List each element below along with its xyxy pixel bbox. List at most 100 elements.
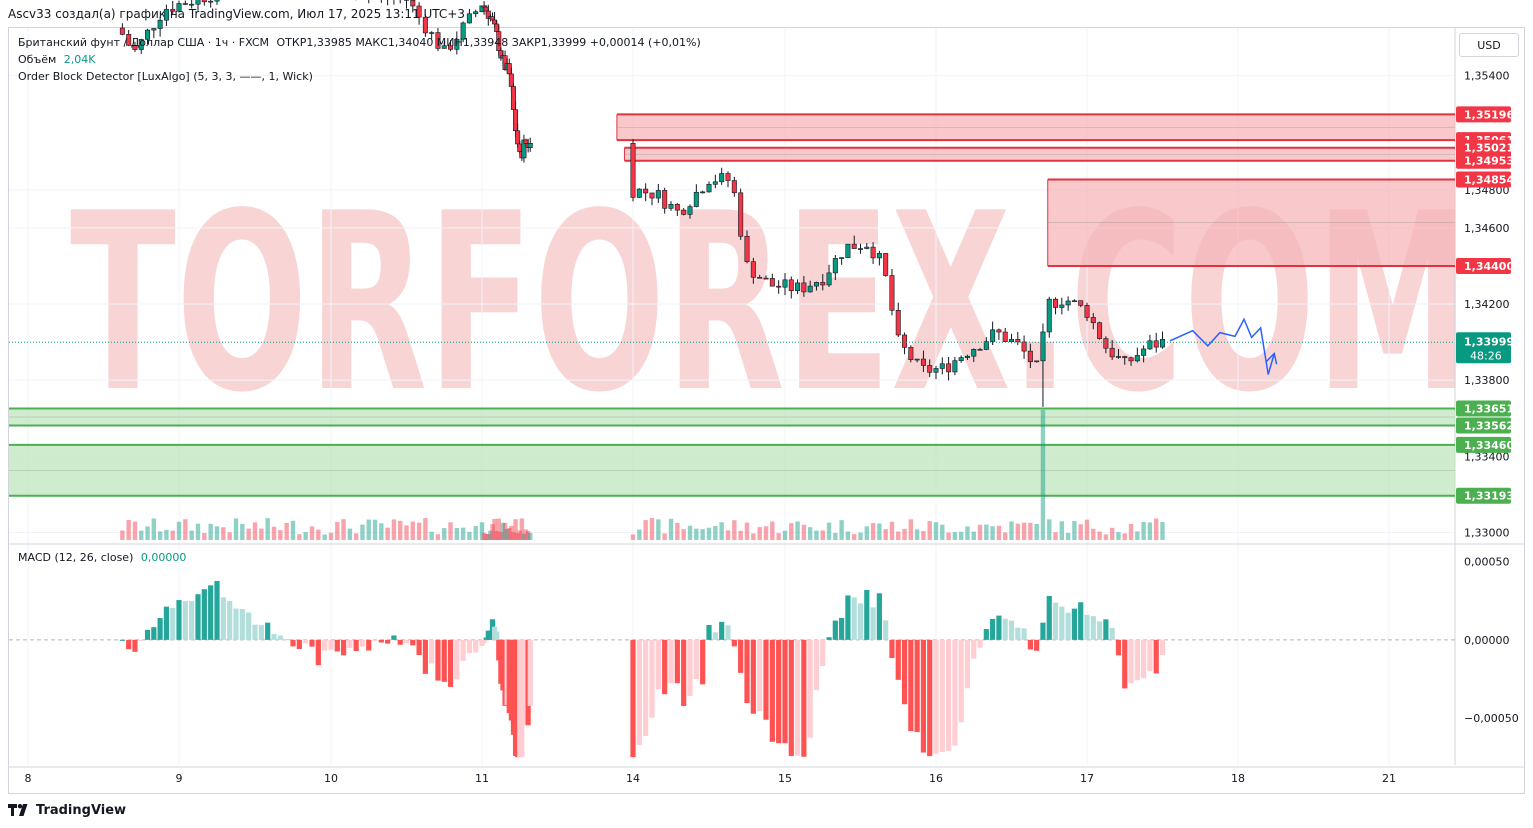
macd-bar (876, 593, 882, 640)
macd-bar (1002, 618, 1008, 640)
macd-bar (971, 639, 977, 659)
macd-bar (220, 597, 226, 640)
candle-body (668, 204, 674, 209)
volume-bar (170, 530, 175, 540)
candle-body (466, 13, 472, 24)
candle-body (801, 282, 807, 293)
macd-bar (151, 627, 157, 640)
chart-author-line: Ascv33 создал(a) график на TradingView.c… (8, 7, 465, 21)
volume-bar (694, 528, 699, 540)
macd-bar (1034, 639, 1040, 651)
order-block-price-label: 1,33651 (1464, 403, 1514, 416)
order-block-price-label: 1,33460 (1464, 439, 1514, 452)
chart-frame[interactable] (8, 27, 1525, 794)
candles (9, 0, 1455, 407)
volume-bar (227, 532, 232, 540)
volume-bar (958, 531, 964, 540)
price-axis[interactable]: 1,354001,348001,346001,342001,338001,334… (1456, 70, 1519, 725)
candle-body (845, 243, 851, 258)
volume-bar (662, 533, 667, 540)
volume-bar (515, 533, 520, 540)
volume-bar (927, 521, 932, 540)
candle-body (889, 275, 895, 311)
macd-bar (132, 639, 138, 652)
volume-bar (157, 531, 163, 540)
time-tick-label: 14 (626, 772, 640, 785)
macd-bar (429, 639, 435, 664)
macd-bar (296, 639, 302, 649)
volume-bar (404, 525, 409, 540)
macd-bar (933, 639, 939, 754)
volume-bar (637, 529, 642, 540)
volume-bar (1003, 532, 1008, 540)
macd-bar (397, 639, 403, 645)
macd-bar (662, 639, 668, 695)
volume-bar (656, 519, 661, 540)
order-block-price-label: 1,35196 (1464, 108, 1514, 121)
volume-bar (795, 521, 800, 540)
candle-body (422, 16, 428, 34)
volume-bar (687, 525, 693, 540)
forecast-path (1169, 317, 1278, 375)
macd-bar (719, 621, 725, 640)
macd-bar (277, 635, 283, 640)
candle-body (1115, 356, 1121, 358)
candle-body (1084, 305, 1090, 318)
candle-body (839, 257, 845, 259)
currency-button[interactable]: USD (1459, 33, 1519, 57)
macd-bar (801, 639, 807, 757)
volume-bar (1154, 518, 1159, 540)
macd-bar (832, 620, 838, 640)
candle-body (820, 282, 826, 286)
macd-bar (813, 639, 820, 690)
volume-bar (328, 532, 334, 540)
candle-body (189, 3, 195, 6)
volume-bar (509, 525, 514, 540)
volume-bar (416, 522, 422, 540)
symbol-name[interactable]: Британский фунт / Доллар США · 1ч · FXCM (18, 36, 270, 49)
macd-label[interactable]: MACD (12, 26, close) (18, 551, 134, 564)
volume-bar (757, 527, 762, 540)
price-tick-label: 1,34200 (1464, 298, 1510, 311)
volume-bar (502, 522, 508, 540)
volume-bar (347, 528, 353, 540)
volume-label[interactable]: Объём (18, 53, 57, 66)
macd-bar (807, 639, 813, 738)
volume-bar (366, 519, 371, 540)
volume-bar (921, 531, 926, 540)
volume-bar (649, 518, 655, 540)
candle-body (435, 32, 441, 49)
volume-bar (782, 530, 788, 540)
volume-bar (507, 528, 512, 540)
candle-body (719, 173, 725, 183)
candle-body (864, 246, 870, 249)
volume-bar (801, 524, 807, 540)
volume-bar (132, 521, 138, 540)
price-tick-label: 1,35400 (1464, 70, 1510, 83)
macd-bar (636, 639, 642, 746)
time-tick-label: 9 (176, 772, 183, 785)
volume-bar (429, 531, 434, 540)
volume-bar (852, 534, 857, 540)
order-block-price-tag (1456, 257, 1511, 274)
volume-bar (145, 526, 150, 540)
candle-body (1046, 298, 1052, 333)
indicator-legend[interactable]: Order Block Detector [LuxAlgo] (5, 3, 3,… (18, 70, 313, 83)
countdown-label: 48:26 (1470, 349, 1502, 362)
volume-bar (316, 529, 321, 540)
time-axis[interactable]: 8 9 10 11 14 15 16 17 18 21 (25, 772, 1397, 785)
macd-bar (883, 620, 889, 640)
volume-bar (483, 533, 489, 540)
forecast-line (1169, 317, 1275, 375)
candle-body (176, 3, 182, 12)
candle-body (706, 183, 712, 193)
volume-bar (1065, 532, 1071, 540)
order-block-price-label: 1,33193 (1464, 490, 1514, 503)
volume-bar (467, 531, 472, 540)
volume-bar (290, 520, 296, 540)
footer-brand[interactable]: TradingView (8, 800, 126, 820)
tradingview-logo-icon (8, 804, 28, 816)
time-tick-label: 17 (1080, 772, 1094, 785)
macd-bar (119, 639, 125, 641)
